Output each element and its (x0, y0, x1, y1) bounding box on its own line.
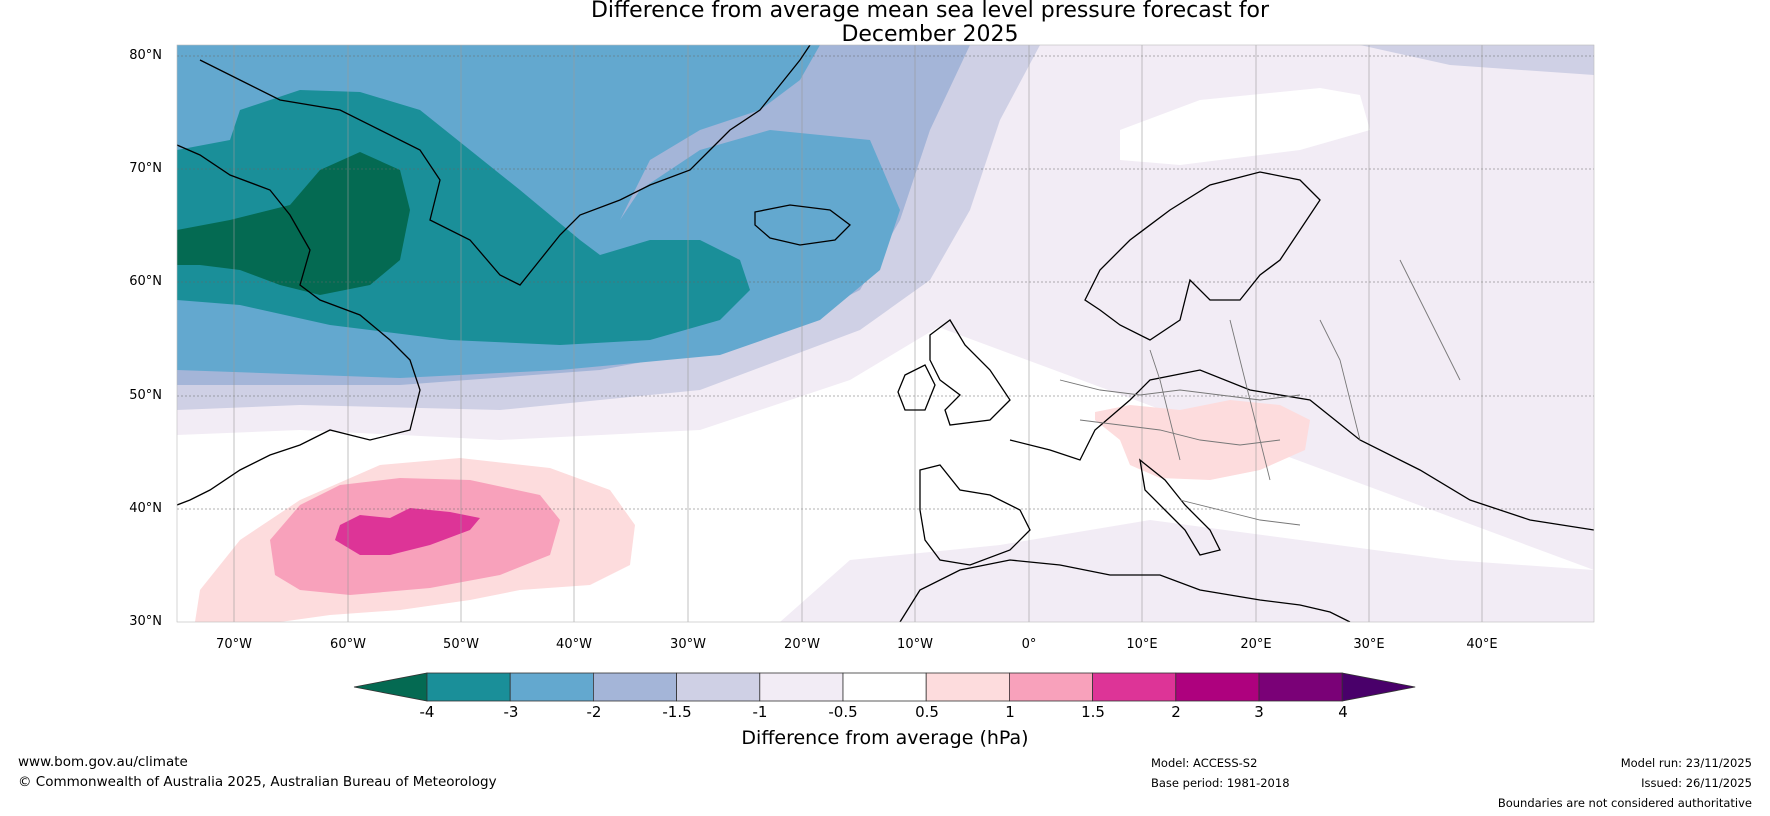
lat-label-40n: 40°N (129, 501, 162, 516)
iceland-coast (754, 204, 851, 246)
colorbar-tick: 2 (1171, 703, 1181, 721)
lon-label-50w: 50°W (443, 637, 479, 652)
colorbar-tick: -4 (419, 703, 435, 721)
lon-label-70w: 70°W (216, 637, 252, 652)
colorbar-arrow-low (353, 672, 428, 702)
colorbar-tick: -3 (503, 703, 519, 721)
footer-base-period: Base period: 1981-2018 (1151, 776, 1290, 790)
lon-label-30w: 30°W (670, 637, 706, 652)
colorbar-segment (925, 672, 1010, 702)
colorbar-tick: 3 (1254, 703, 1264, 721)
footer-url: www.bom.gov.au/climate (18, 754, 188, 770)
colorbar (353, 672, 1416, 702)
colorbar-segment (1009, 672, 1094, 702)
colorbar-tick: 1 (1005, 703, 1015, 721)
footer-model: Model: ACCESS-S2 (1151, 756, 1258, 770)
country-borders (1059, 259, 1461, 526)
colorbar-segment (426, 672, 511, 702)
colorbar-segment (509, 672, 594, 702)
colorbar-tick: -1.5 (662, 703, 692, 721)
colorbar-segment (842, 672, 927, 702)
lon-label-10w: 10°W (897, 637, 933, 652)
lat-label-80n: 80°N (129, 48, 162, 63)
lon-label-40e: 40°E (1466, 637, 1498, 652)
lat-label-60n: 60°N (129, 274, 162, 289)
uk-coast (929, 319, 1011, 426)
greenland-coast (199, 45, 811, 286)
lat-label-70n: 70°N (129, 161, 162, 176)
map-area (177, 45, 1594, 622)
footer-copyright: © Commonwealth of Australia 2025, Austra… (18, 774, 497, 790)
latitude-gridlines (177, 55, 1594, 510)
africa-coast (899, 559, 1351, 622)
footer-issued: Issued: 26/11/2025 (1641, 776, 1752, 790)
colorbar-tick: 4 (1338, 703, 1348, 721)
colorbar-tick: -2 (586, 703, 602, 721)
colorbar-segment (1258, 672, 1343, 702)
canada-coast (177, 144, 421, 506)
colorbar-tick: 1.5 (1081, 703, 1105, 721)
colorbar-segment (1175, 672, 1260, 702)
ireland-coast (897, 364, 936, 411)
lon-label-20w: 20°W (784, 637, 820, 652)
contour-plus-1_5 (335, 508, 480, 555)
lon-label-30e: 30°E (1353, 637, 1385, 652)
coastlines (177, 45, 1594, 622)
lon-label-20e: 20°E (1240, 637, 1272, 652)
chart-title-line-2: December 2025 (841, 22, 1019, 47)
colorbar-tick: -1 (752, 703, 768, 721)
contour-minus-4 (177, 152, 410, 295)
colorbar-tick: -0.5 (828, 703, 858, 721)
europe-coast (1009, 369, 1594, 531)
italy-coast (1139, 458, 1221, 556)
map-frame (176, 44, 1595, 623)
lat-label-30n: 30°N (129, 614, 162, 629)
colorbar-segment (676, 672, 761, 702)
colorbar-segment (593, 672, 678, 702)
iberia-coast (919, 464, 1031, 566)
colorbar-label: Difference from average (hPa) (741, 727, 1029, 749)
colorbar-segment (759, 672, 844, 702)
colorbar-arrow-high (1341, 672, 1416, 702)
footer-disclaimer: Boundaries are not considered authoritat… (1497, 796, 1752, 810)
scandinavia-coast (1084, 171, 1321, 341)
contour-minus-1-east (1360, 45, 1594, 75)
footer-model-run: Model run: 23/11/2025 (1620, 756, 1752, 770)
lat-label-50n: 50°N (129, 388, 162, 403)
lon-label-10e: 10°E (1126, 637, 1158, 652)
lon-label-0: 0° (1021, 637, 1037, 652)
colorbar-segment (1092, 672, 1177, 702)
chart-title-line-1: Difference from average mean sea level p… (590, 0, 1270, 23)
lon-label-60w: 60°W (330, 637, 366, 652)
longitude-gridlines (233, 45, 1483, 622)
colorbar-tick: 0.5 (915, 703, 939, 721)
lon-label-40w: 40°W (556, 637, 592, 652)
contour-white-arctic (1120, 88, 1370, 165)
